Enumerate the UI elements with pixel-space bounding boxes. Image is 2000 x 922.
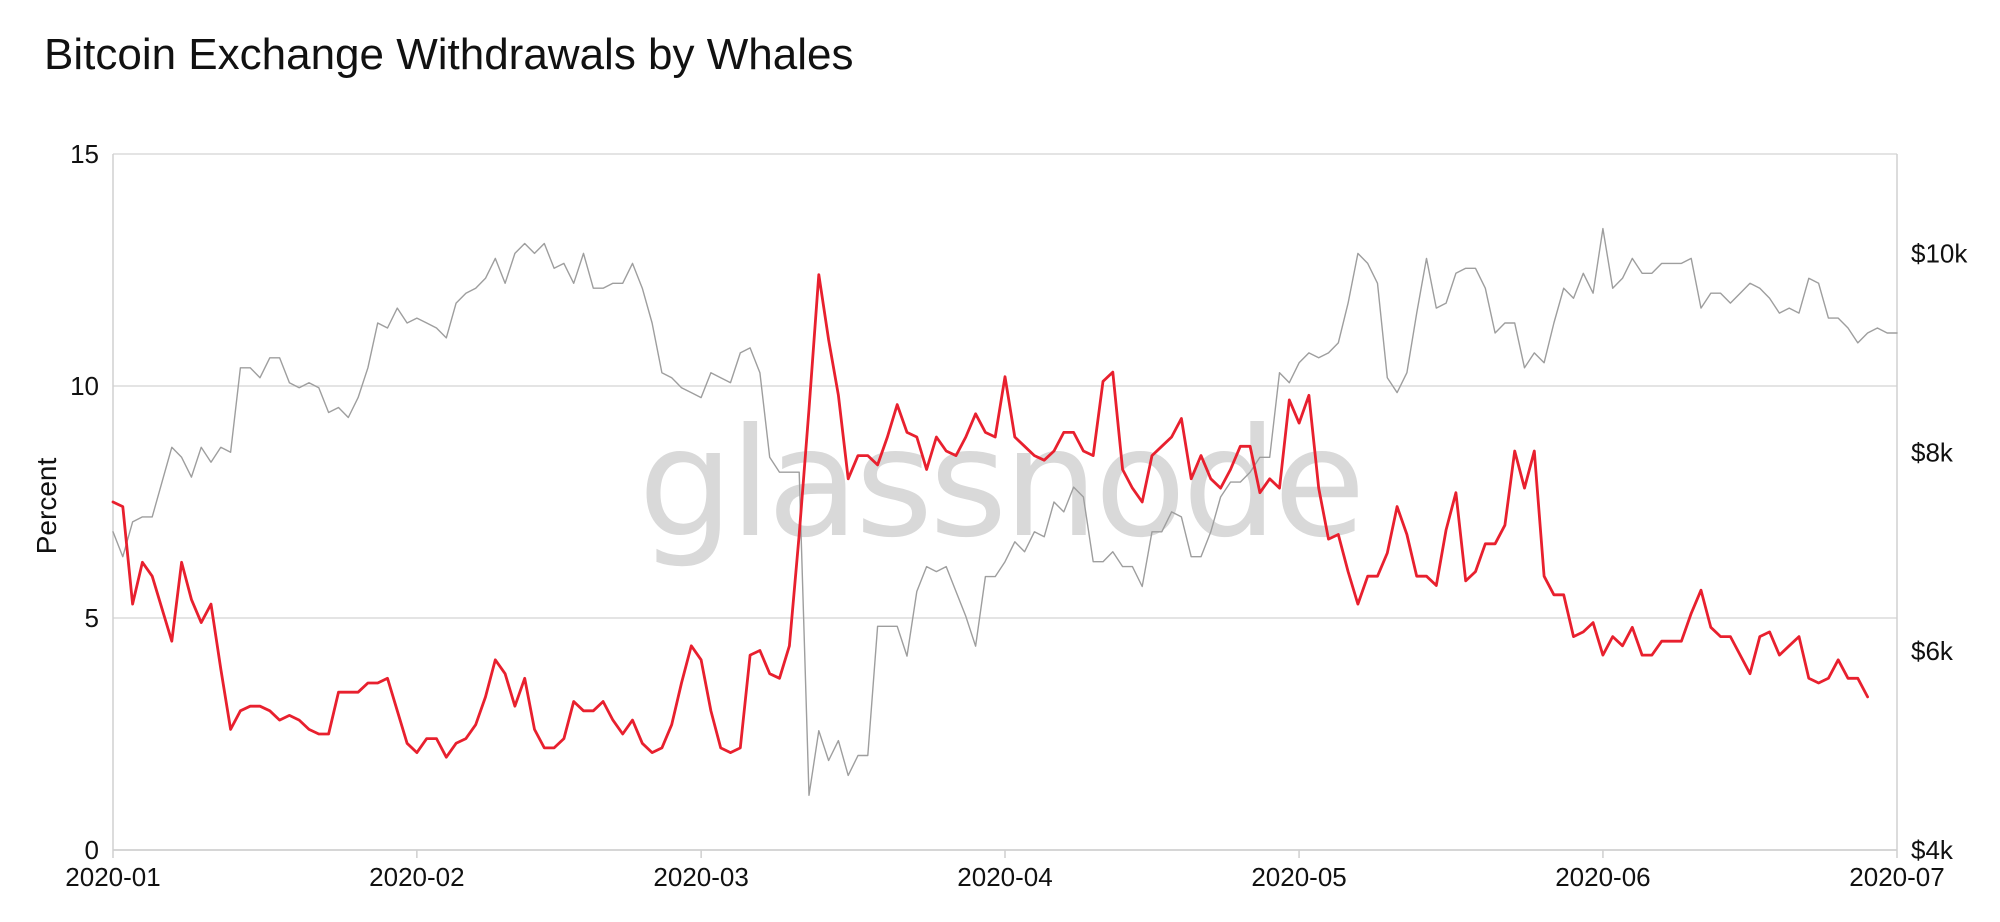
tick-labels: 0 5 10 15 $4k $6k $8k $10k 2020-01 2020-02 2020-03… xyxy=(65,139,1968,892)
y-tick-label-2: 10 xyxy=(70,371,99,401)
chart-title: Bitcoin Exchange Withdrawals by Whales xyxy=(44,30,854,79)
y-right-tick-label-3: $10k xyxy=(1911,238,1968,268)
y-right-tick-label-1: $6k xyxy=(1911,636,1954,666)
y-axis-title: Percent xyxy=(31,458,62,555)
y-tick-label-3: 15 xyxy=(70,139,99,169)
series-line-price xyxy=(112,227,1898,796)
y-right-tick-label-2: $8k xyxy=(1911,437,1954,467)
x-tick-label-5: 2020-06 xyxy=(1555,862,1650,892)
x-tick-label-6: 2020-07 xyxy=(1849,862,1944,892)
series-group xyxy=(111,227,1898,796)
series-line-percent xyxy=(111,273,1869,759)
x-tick-label-2: 2020-03 xyxy=(653,862,748,892)
y-tick-label-1: 5 xyxy=(85,603,99,633)
x-tick-label-0: 2020-01 xyxy=(65,862,160,892)
x-tick-label-3: 2020-04 xyxy=(957,862,1052,892)
x-tick-label-1: 2020-02 xyxy=(369,862,464,892)
x-tick-label-4: 2020-05 xyxy=(1251,862,1346,892)
y-tick-label-0: 0 xyxy=(85,835,99,865)
watermark: glassnode xyxy=(638,397,1361,571)
y-right-tick-label-0: $4k xyxy=(1911,835,1954,865)
